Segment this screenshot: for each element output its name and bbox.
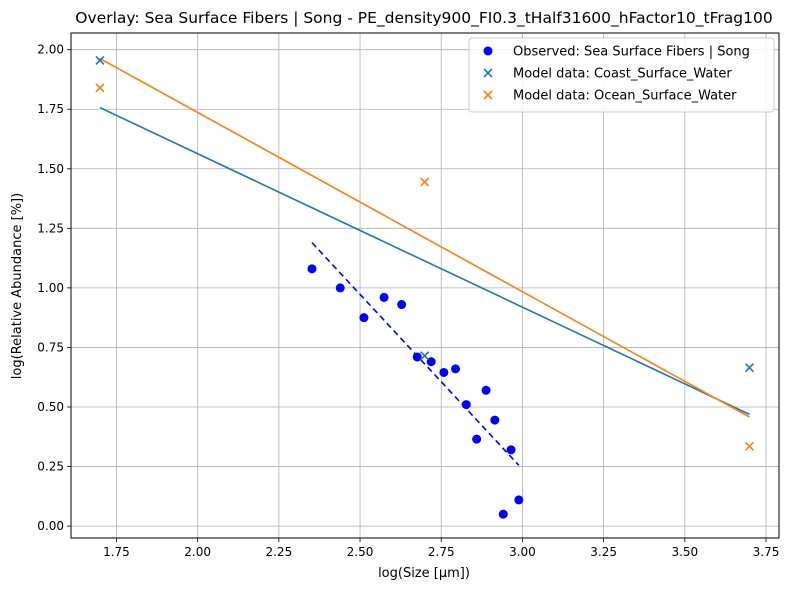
legend-box — [468, 37, 775, 113]
plot-frame — [70, 32, 780, 539]
x-marker-stroke — [420, 351, 430, 361]
y-axis-label: log(Relative Abundance [%]) — [10, 193, 25, 379]
y-tick-label: 2.00 — [37, 43, 64, 57]
x-marker-stroke — [420, 177, 430, 187]
x-tick-label: 3.00 — [509, 545, 536, 559]
x-marker-stroke — [483, 68, 493, 78]
observed-point — [472, 434, 482, 444]
model-point — [420, 351, 430, 361]
model-point — [95, 55, 105, 65]
y-tick-label: 1.75 — [37, 102, 64, 116]
observed-point — [514, 495, 524, 505]
observed-point — [490, 415, 500, 425]
observed-point — [359, 313, 369, 323]
x-tick-label: 3.50 — [671, 545, 698, 559]
observed-point — [307, 264, 317, 274]
x-marker-stroke — [483, 90, 493, 100]
x-marker-stroke — [744, 441, 755, 451]
legend-label: Observed: Sea Surface Fibers | Song — [513, 45, 750, 60]
x-marker-stroke — [744, 363, 755, 373]
observed-point — [379, 292, 389, 302]
observed-point — [451, 364, 461, 374]
legend-marker — [483, 68, 493, 78]
model-point — [420, 177, 430, 187]
x-tick-label: 2.50 — [347, 545, 374, 559]
legend: Observed: Sea Surface Fibers | Song Model… — [468, 37, 775, 113]
y-tick-label: 1.25 — [37, 221, 64, 235]
observed-point — [335, 283, 345, 293]
model-fit-line — [99, 57, 750, 418]
legend-marker — [483, 90, 493, 100]
plot-data — [95, 55, 755, 519]
chart-title: Overlay: Sea Surface Fibers | Song - PE_… — [75, 9, 772, 28]
axis-ticks: 1.75 2.00 2.25 2.50 2.75 3.00 3.25 3.50 3.75 0.00… — [37, 43, 779, 559]
legend-label: Model data: Coast_Surface_Water — [513, 67, 732, 82]
x-marker-stroke — [95, 83, 105, 93]
x-tick-label: 2.75 — [428, 545, 455, 559]
x-tick-label: 3.25 — [590, 545, 617, 559]
x-tick-label: 1.75 — [103, 545, 130, 559]
y-tick-label: 0.25 — [37, 460, 64, 474]
observed-point — [412, 352, 422, 362]
model-point — [744, 363, 755, 373]
model-fit-line — [99, 106, 750, 416]
observed-point — [439, 367, 449, 377]
x-axis-label: log(Size [µm]) — [378, 566, 470, 581]
y-tick-label: 0.00 — [37, 519, 64, 533]
observed-point — [506, 445, 516, 455]
y-tick-label: 0.75 — [37, 340, 64, 354]
x-tick-label: 2.00 — [184, 545, 211, 559]
model-point — [744, 441, 755, 451]
legend-label: Model data: Ocean_Surface_Water — [513, 89, 737, 104]
observed-point — [397, 300, 407, 310]
observed-point — [461, 400, 471, 410]
observed-point — [481, 385, 491, 395]
grid — [71, 33, 779, 538]
legend-marker — [483, 46, 493, 56]
x-tick-label: 2.25 — [265, 545, 292, 559]
x-marker-stroke — [95, 55, 105, 65]
observed-point — [498, 509, 508, 519]
y-tick-label: 1.50 — [37, 162, 64, 176]
y-tick-label: 1.00 — [37, 281, 64, 295]
x-tick-label: 3.75 — [753, 545, 780, 559]
model-point — [95, 83, 105, 93]
y-tick-label: 0.50 — [37, 400, 64, 414]
